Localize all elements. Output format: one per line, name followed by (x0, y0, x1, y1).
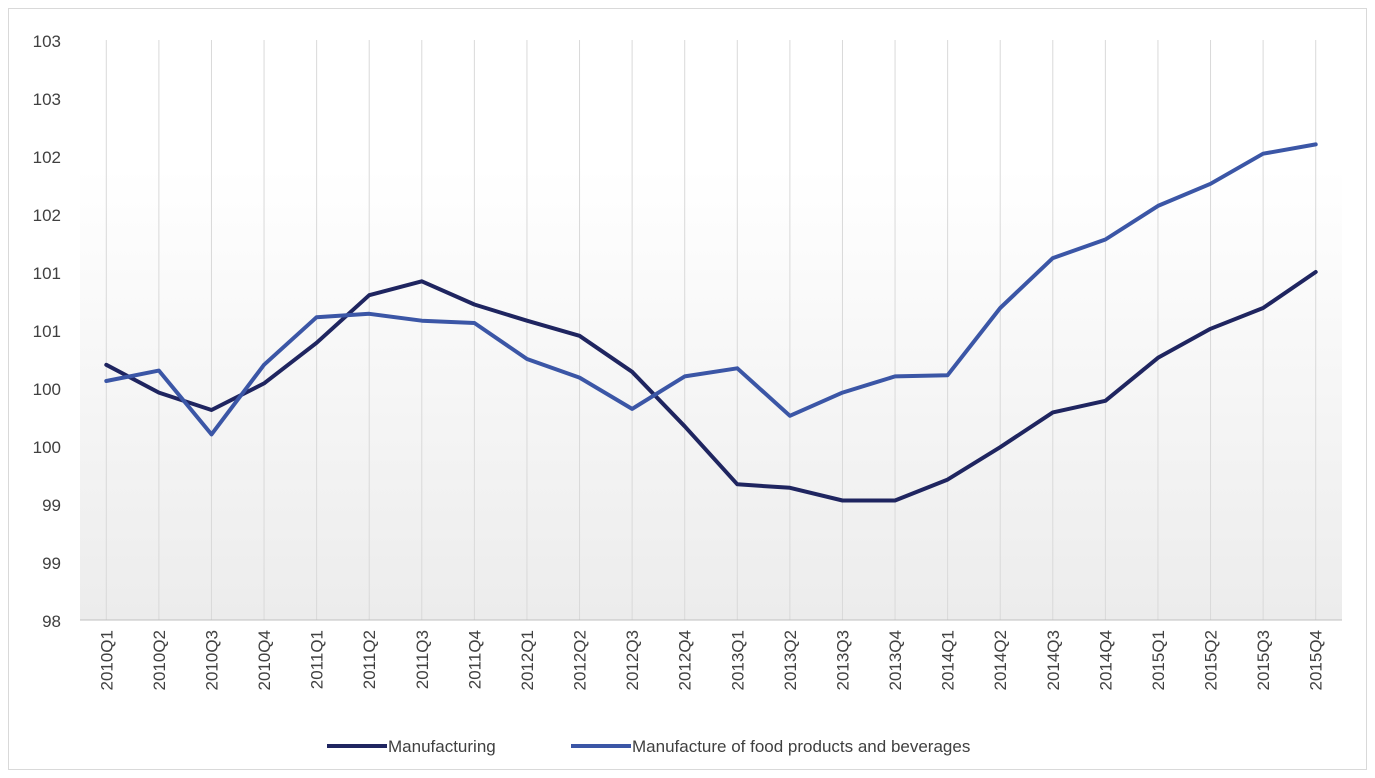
x-tick-label: 2012Q4 (676, 630, 695, 691)
x-tick-label: 2011Q4 (465, 630, 484, 689)
plot-area (80, 40, 1342, 620)
x-tick-label: 2011Q2 (360, 630, 379, 689)
y-tick-label: 98 (42, 612, 61, 631)
x-tick-label: 2013Q1 (728, 630, 747, 691)
y-tick-label: 99 (42, 496, 61, 515)
x-tick-label: 2015Q4 (1307, 630, 1326, 691)
x-tick-label: 2015Q3 (1254, 630, 1273, 691)
x-tick-label: 2013Q2 (781, 630, 800, 691)
x-tick-label: 2013Q4 (886, 630, 905, 691)
series-lines (104, 142, 1318, 503)
y-tick-label: 101 (33, 264, 61, 283)
x-tick-label: 2014Q3 (1044, 630, 1063, 691)
y-tick-label: 99 (42, 554, 61, 573)
x-tick-label: 2010Q2 (150, 630, 169, 691)
x-tick-label: 2014Q2 (991, 630, 1010, 691)
x-tick-label: 2011Q3 (413, 630, 432, 689)
x-tick-label: 2014Q1 (939, 630, 958, 691)
x-tick-label: 2010Q4 (255, 630, 274, 691)
y-tick-label: 103 (33, 90, 61, 109)
y-tick-label: 103 (33, 32, 61, 51)
x-tick-label: 2012Q1 (518, 630, 537, 691)
legend-label: Manufacturing (388, 737, 496, 756)
legend-label: Manufacture of food products and beverag… (632, 737, 970, 756)
y-tick-label: 100 (33, 438, 61, 457)
series-line-1 (104, 270, 1318, 503)
x-tick-label: 2015Q1 (1149, 630, 1168, 691)
y-tick-label: 101 (33, 322, 61, 341)
x-tick-label: 2010Q1 (97, 630, 116, 691)
y-tick-label: 100 (33, 380, 61, 399)
series-line-2 (104, 142, 1318, 437)
x-tick-label: 2010Q3 (202, 630, 221, 691)
y-axis-ticks: 98 99 99 100 100 101 101 102 102 103 103 (33, 32, 61, 631)
legend: Manufacturing Manufacture of food product… (327, 737, 970, 756)
x-tick-label: 2011Q1 (308, 630, 327, 689)
y-tick-label: 102 (33, 206, 61, 225)
x-tick-label: 2012Q3 (623, 630, 642, 691)
x-tick-label: 2012Q2 (571, 630, 590, 691)
gridlines (105, 40, 1317, 620)
x-tick-label: 2014Q4 (1096, 630, 1115, 691)
x-tick-label: 2015Q2 (1202, 630, 1221, 691)
y-tick-label: 102 (33, 148, 61, 167)
x-axis-ticks: 2010Q1 2010Q2 2010Q3 2010Q4 2011Q1 2011Q2 2011… (97, 630, 1325, 691)
x-tick-label: 2013Q3 (833, 630, 852, 691)
